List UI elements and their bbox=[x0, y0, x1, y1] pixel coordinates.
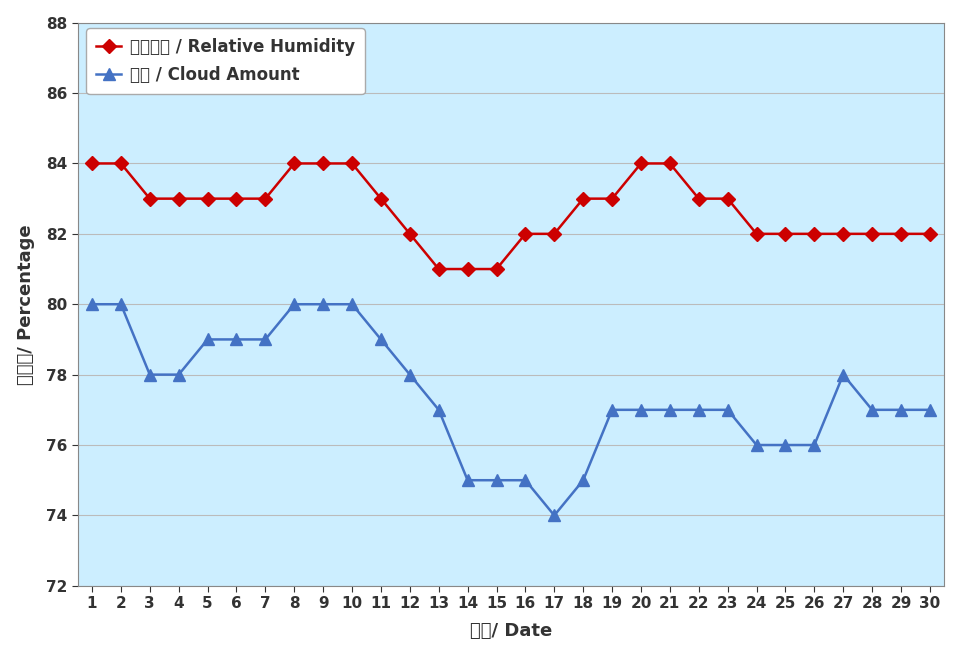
相對濕度 / Relative Humidity bbox=[144, 194, 156, 202]
雲量 / Cloud Amount bbox=[288, 300, 300, 308]
相對濕度 / Relative Humidity bbox=[202, 194, 213, 202]
相對濕度 / Relative Humidity bbox=[491, 265, 503, 273]
雲量 / Cloud Amount bbox=[346, 300, 357, 308]
相對濕度 / Relative Humidity bbox=[606, 194, 618, 202]
雲量 / Cloud Amount bbox=[837, 371, 849, 378]
相對濕度 / Relative Humidity bbox=[722, 194, 733, 202]
雲量 / Cloud Amount bbox=[202, 336, 213, 344]
雲量 / Cloud Amount bbox=[259, 336, 271, 344]
相對濕度 / Relative Humidity bbox=[462, 265, 474, 273]
相對濕度 / Relative Humidity bbox=[115, 160, 127, 168]
Legend: 相對濕度 / Relative Humidity, 雲量 / Cloud Amount: 相對濕度 / Relative Humidity, 雲量 / Cloud Amo… bbox=[86, 28, 364, 95]
雲量 / Cloud Amount bbox=[606, 406, 618, 414]
相對濕度 / Relative Humidity bbox=[837, 230, 849, 238]
雲量 / Cloud Amount bbox=[664, 406, 676, 414]
雲量 / Cloud Amount bbox=[896, 406, 907, 414]
Line: 雲量 / Cloud Amount: 雲量 / Cloud Amount bbox=[86, 299, 935, 521]
相對濕度 / Relative Humidity bbox=[635, 160, 647, 168]
相對濕度 / Relative Humidity bbox=[924, 230, 936, 238]
相對濕度 / Relative Humidity bbox=[866, 230, 877, 238]
雲量 / Cloud Amount bbox=[693, 406, 704, 414]
雲量 / Cloud Amount bbox=[635, 406, 647, 414]
雲量 / Cloud Amount bbox=[115, 300, 127, 308]
雲量 / Cloud Amount bbox=[779, 441, 791, 449]
相對濕度 / Relative Humidity bbox=[549, 230, 560, 238]
雲量 / Cloud Amount bbox=[375, 336, 386, 344]
雲量 / Cloud Amount bbox=[462, 476, 474, 484]
雲量 / Cloud Amount bbox=[433, 406, 445, 414]
雲量 / Cloud Amount bbox=[144, 371, 156, 378]
相對濕度 / Relative Humidity bbox=[346, 160, 357, 168]
相對濕度 / Relative Humidity bbox=[664, 160, 676, 168]
相對濕度 / Relative Humidity bbox=[231, 194, 242, 202]
雲量 / Cloud Amount bbox=[231, 336, 242, 344]
雲量 / Cloud Amount bbox=[491, 476, 503, 484]
相對濕度 / Relative Humidity bbox=[520, 230, 531, 238]
相對濕度 / Relative Humidity bbox=[751, 230, 762, 238]
雲量 / Cloud Amount bbox=[549, 511, 560, 519]
相對濕度 / Relative Humidity bbox=[896, 230, 907, 238]
雲量 / Cloud Amount bbox=[751, 441, 762, 449]
雲量 / Cloud Amount bbox=[578, 476, 589, 484]
雲量 / Cloud Amount bbox=[722, 406, 733, 414]
雲量 / Cloud Amount bbox=[317, 300, 329, 308]
Line: 相對濕度 / Relative Humidity: 相對濕度 / Relative Humidity bbox=[87, 158, 935, 274]
雲量 / Cloud Amount bbox=[86, 300, 98, 308]
X-axis label: 日期/ Date: 日期/ Date bbox=[470, 622, 552, 641]
雲量 / Cloud Amount bbox=[924, 406, 936, 414]
雲量 / Cloud Amount bbox=[404, 371, 415, 378]
雲量 / Cloud Amount bbox=[866, 406, 877, 414]
相對濕度 / Relative Humidity bbox=[779, 230, 791, 238]
雲量 / Cloud Amount bbox=[520, 476, 531, 484]
相對濕度 / Relative Humidity bbox=[317, 160, 329, 168]
雲量 / Cloud Amount bbox=[808, 441, 820, 449]
相對濕度 / Relative Humidity bbox=[86, 160, 98, 168]
相對濕度 / Relative Humidity bbox=[693, 194, 704, 202]
雲量 / Cloud Amount bbox=[173, 371, 185, 378]
Y-axis label: 百分比/ Percentage: 百分比/ Percentage bbox=[16, 224, 35, 384]
相對濕度 / Relative Humidity bbox=[375, 194, 386, 202]
相對濕度 / Relative Humidity bbox=[173, 194, 185, 202]
相對濕度 / Relative Humidity bbox=[259, 194, 271, 202]
相對濕度 / Relative Humidity bbox=[404, 230, 415, 238]
相對濕度 / Relative Humidity bbox=[578, 194, 589, 202]
相對濕度 / Relative Humidity bbox=[288, 160, 300, 168]
相對濕度 / Relative Humidity bbox=[808, 230, 820, 238]
相對濕度 / Relative Humidity bbox=[433, 265, 445, 273]
